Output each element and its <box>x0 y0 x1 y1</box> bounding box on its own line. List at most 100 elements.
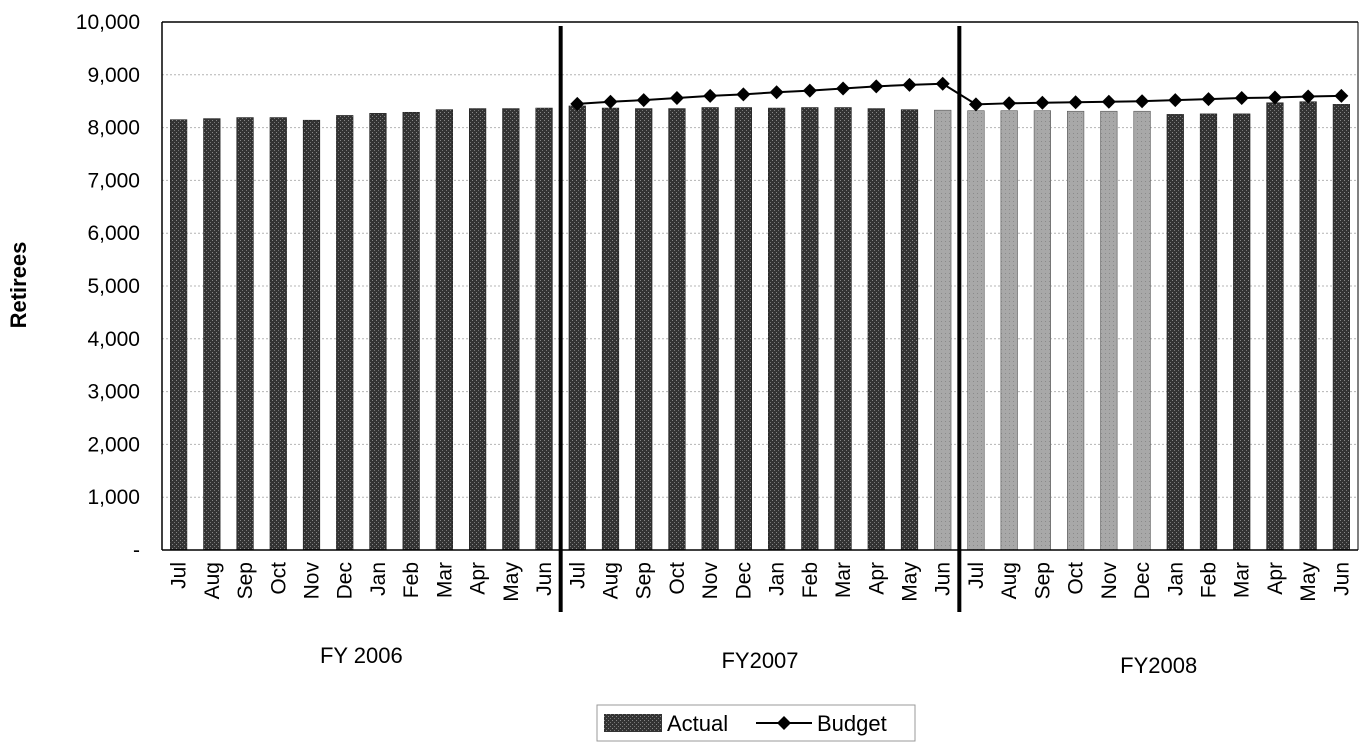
actual-bar <box>1332 104 1350 551</box>
budget-marker <box>1002 96 1017 111</box>
x-category-label: May <box>899 562 922 602</box>
budget-marker <box>869 79 884 94</box>
budget-marker <box>1267 90 1282 105</box>
x-category-label: Jan <box>1164 562 1187 596</box>
actual-bar <box>502 108 520 551</box>
y-tick-label: 2,000 <box>87 433 140 456</box>
x-category-label: Apr <box>467 562 490 595</box>
budget-marker <box>968 97 983 112</box>
y-tick-label: 9,000 <box>87 64 140 87</box>
x-category-label: Apr <box>1264 562 1287 595</box>
budget-marker <box>802 83 817 98</box>
actual-bar <box>302 119 321 551</box>
actual-bar-projected <box>967 110 985 551</box>
actual-bar <box>369 113 387 551</box>
budget-marker <box>570 96 585 111</box>
actual-bar <box>1166 114 1184 551</box>
actual-bar <box>834 107 852 551</box>
x-category-label: Apr <box>865 562 888 595</box>
x-category-label: Aug <box>201 562 224 599</box>
x-category-label: Feb <box>799 562 822 598</box>
budget-marker <box>769 85 784 100</box>
plot-frame <box>161 21 1359 612</box>
legend-budget-label: Budget <box>817 711 887 736</box>
actual-bar <box>768 107 786 551</box>
budget-marker <box>1334 88 1349 103</box>
actual-bar <box>469 108 487 551</box>
actual-bar <box>568 105 586 551</box>
budget-marker <box>1101 94 1116 109</box>
x-category-label: Jan <box>766 562 789 596</box>
x-category-label: Jul <box>965 562 988 589</box>
y-tick-label: 3,000 <box>87 381 140 404</box>
actual-bar-projected <box>1033 110 1051 551</box>
budget-marker <box>703 88 718 103</box>
actual-bar-projected <box>1133 110 1151 551</box>
fiscal-year-label: FY2007 <box>721 648 798 673</box>
y-tick-label: - <box>133 539 140 562</box>
y-tick-label: 4,000 <box>87 328 140 351</box>
x-category-label: May <box>1297 562 1320 602</box>
x-category-label: Aug <box>998 562 1021 599</box>
y-axis-title-group: Retirees <box>6 242 31 329</box>
actual-bar <box>269 117 287 551</box>
actual-bar <box>601 107 620 551</box>
x-category-label: Sep <box>234 562 257 599</box>
gridlines <box>162 74 1358 498</box>
actual-bar <box>1233 113 1251 551</box>
actual-bar-projected <box>934 109 952 551</box>
x-category-label: Oct <box>267 562 290 595</box>
y-tick-labels: - 1,000 2,000 3,000 4,000 5,000 6,000 7,000 8,00… <box>76 11 140 562</box>
budget-line-layer <box>570 76 1349 112</box>
x-category-label: Oct <box>666 562 689 595</box>
x-category-label: Jan <box>367 562 390 596</box>
budget-marker <box>1234 91 1249 106</box>
y-tick-label: 6,000 <box>87 222 140 245</box>
x-category-labels: Jul Aug Sep Oct Nov Dec Jan Feb Mar Apr May Jun Jul A… <box>168 562 1354 602</box>
x-category-label: Jul <box>168 562 191 589</box>
actual-bar <box>203 118 221 551</box>
actual-bar <box>1299 101 1317 551</box>
actual-bar <box>867 108 885 551</box>
actual-bar-projected <box>1000 110 1018 551</box>
x-category-label: Jun <box>932 562 955 596</box>
x-category-label: Mar <box>1231 562 1254 598</box>
actual-bar <box>402 111 420 551</box>
budget-marker <box>669 91 684 106</box>
y-tick-label: 10,000 <box>76 11 140 34</box>
actual-bar <box>734 107 752 551</box>
legend: Actual Budget <box>596 704 916 742</box>
x-category-label: Mar <box>433 562 456 598</box>
legend-actual-label: Actual <box>667 711 728 736</box>
actual-bar <box>701 107 719 551</box>
fiscal-year-label: FY 2006 <box>320 643 403 668</box>
x-category-label: May <box>500 562 523 602</box>
actual-bar-projected <box>1100 110 1118 551</box>
budget-marker <box>1168 93 1183 108</box>
fiscal-year-labels: FY 2006 FY2007 FY2008 <box>320 643 1197 678</box>
x-category-label: Nov <box>699 562 722 600</box>
x-category-label: Sep <box>1031 562 1054 599</box>
fiscal-year-label: FY2008 <box>1120 653 1197 678</box>
x-category-label: Dec <box>732 562 755 599</box>
x-category-label: Nov <box>1098 562 1121 600</box>
actual-bar-projected <box>1067 110 1085 551</box>
x-category-label: Sep <box>633 562 656 599</box>
x-category-label: Nov <box>301 562 324 600</box>
budget-marker <box>836 81 851 96</box>
x-category-label: Dec <box>334 562 357 599</box>
y-axis-title: Retirees <box>6 242 31 329</box>
budget-marker <box>1201 92 1216 107</box>
x-category-label: Jun <box>533 562 556 596</box>
actual-bar <box>535 107 553 551</box>
budget-marker <box>603 94 618 109</box>
actual-bar <box>170 119 188 551</box>
actual-bar <box>900 109 919 551</box>
actual-bar <box>336 115 354 551</box>
budget-marker <box>636 93 651 108</box>
actual-bar <box>1266 102 1284 551</box>
x-category-label: Jun <box>1330 562 1353 596</box>
actual-bar <box>635 108 653 551</box>
y-tick-label: 7,000 <box>87 169 140 192</box>
